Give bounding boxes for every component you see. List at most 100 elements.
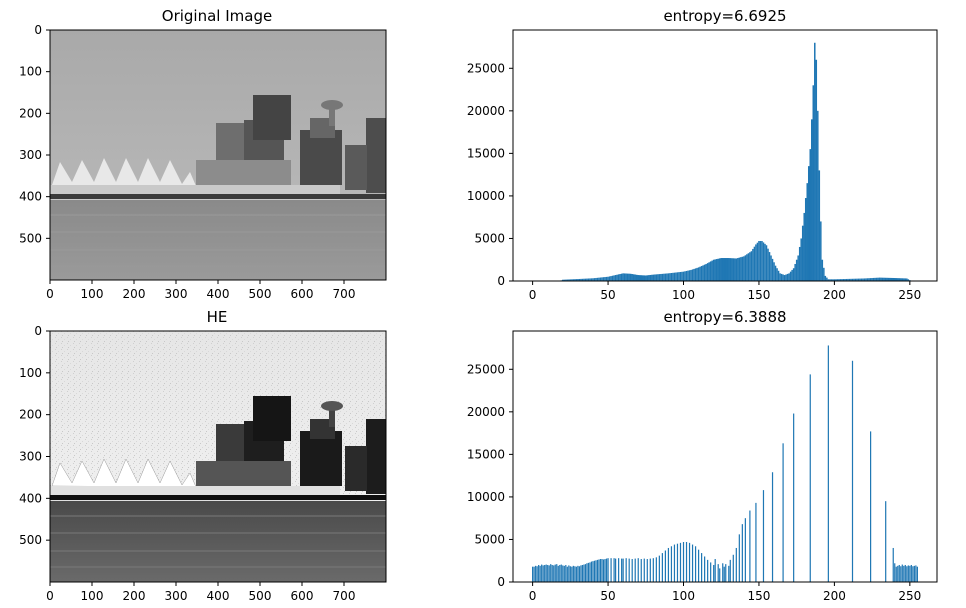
- x-tick-label: 150: [747, 288, 770, 302]
- histogram-bar: [885, 501, 887, 582]
- histogram-bar: [853, 278, 855, 281]
- histogram-bar: [595, 277, 597, 281]
- histogram-bar: [693, 268, 695, 281]
- histogram-bar: [679, 542, 682, 582]
- histogram-bar: [786, 273, 789, 281]
- histogram-bar: [705, 263, 707, 281]
- histogram-bar: [532, 566, 534, 582]
- histogram-bar: [735, 258, 738, 281]
- panel-he-image: HE 0 100 200 300 400 500 600 700 0 100 200: [19, 308, 387, 603]
- x-tick-label: 250: [898, 288, 921, 302]
- histogram-bar: [728, 565, 730, 582]
- histogram-bar: [725, 258, 727, 281]
- histogram-bar: [820, 221, 822, 281]
- histogram-bar: [643, 275, 646, 281]
- histogram-bar: [720, 258, 722, 281]
- histogram-bar: [872, 277, 875, 281]
- histogram-bar: [563, 279, 566, 281]
- histogram-bar: [667, 273, 670, 281]
- histogram-bar: [758, 241, 760, 281]
- histogram-bar: [835, 279, 837, 281]
- histogram-bar: [726, 258, 729, 281]
- histogram-bar: [783, 275, 786, 281]
- histogram-bar: [812, 85, 815, 281]
- histogram-bar: [704, 556, 706, 582]
- histogram-bar: [581, 564, 584, 582]
- histogram-bar: [809, 149, 812, 281]
- histogram-bar: [906, 278, 908, 281]
- histogram-bar: [782, 274, 784, 281]
- x-tick-label: 500: [249, 287, 272, 301]
- histogram-bar: [901, 564, 903, 582]
- histogram-bar: [673, 544, 676, 582]
- histogram-bar: [613, 558, 615, 582]
- histogram-bar: [722, 563, 724, 582]
- histogram-bar: [774, 265, 777, 281]
- histogram-bar: [584, 564, 587, 582]
- histogram-bar: [709, 261, 712, 281]
- y-tick-label: 0: [497, 274, 505, 288]
- histogram-bar: [587, 278, 590, 281]
- histogram-bar: [764, 243, 766, 281]
- histogram-bar: [688, 270, 691, 281]
- histogram-bar: [628, 558, 630, 582]
- y-tick-label: 5000: [474, 231, 505, 245]
- histogram-bar: [614, 275, 617, 281]
- histogram-bar: [637, 558, 639, 582]
- histogram-bar: [871, 278, 873, 281]
- histogram-bar: [568, 279, 570, 281]
- histogram-bar: [577, 565, 579, 582]
- histogram-bar: [536, 566, 538, 582]
- histogram-bar: [773, 262, 775, 281]
- histogram-bar: [666, 273, 668, 281]
- histogram-bar: [880, 277, 882, 281]
- skyline-photo: [50, 30, 386, 280]
- histogram-bar: [601, 277, 603, 281]
- histogram-bar: [765, 245, 768, 281]
- x-ticks: 0 50 100 150 200 250: [529, 582, 921, 603]
- histogram-bar: [847, 278, 849, 281]
- y-tick-label: 20000: [467, 405, 505, 419]
- x-tick-label: 200: [823, 589, 846, 603]
- x-tick-label: 300: [165, 589, 188, 603]
- y-tick-label: 5000: [474, 532, 505, 546]
- histogram-bar: [551, 564, 553, 582]
- histogram-bar: [877, 277, 879, 281]
- histogram-bar: [817, 110, 819, 281]
- histogram-bar: [598, 277, 600, 281]
- histogram-bar: [701, 553, 703, 582]
- histogram-bar: [679, 271, 682, 281]
- histogram-bar: [622, 558, 624, 582]
- histogram-bar: [886, 277, 888, 281]
- histogram-bar: [717, 564, 719, 582]
- histogram-bar: [580, 278, 582, 281]
- histogram-bar: [643, 558, 645, 582]
- histogram-bar: [734, 258, 736, 281]
- histogram-bar: [904, 278, 907, 281]
- histogram-bar: [565, 564, 567, 582]
- histogram-bar: [859, 278, 861, 281]
- histogram-bar: [682, 542, 685, 582]
- histogram-bar: [593, 560, 596, 582]
- histogram-bar: [535, 565, 537, 582]
- histogram-bar: [559, 564, 561, 582]
- histogram-bar: [660, 273, 662, 281]
- histogram-bar: [613, 275, 615, 281]
- histogram-bars: [560, 42, 913, 281]
- histogram-bar: [596, 559, 599, 582]
- histogram-bar: [856, 278, 858, 281]
- histogram-bar: [755, 502, 757, 582]
- histogram-bar: [913, 565, 915, 582]
- chart-title: entropy=6.6925: [663, 7, 786, 25]
- histogram-bar: [868, 278, 870, 281]
- histogram-bar: [562, 565, 564, 582]
- histogram-bar: [895, 278, 898, 281]
- histogram-bar: [740, 257, 742, 281]
- histogram-bar: [646, 275, 649, 281]
- histogram-bar: [728, 258, 730, 281]
- histogram-bar: [548, 565, 550, 582]
- histogram-bar: [580, 565, 582, 582]
- histogram-bar: [589, 562, 591, 582]
- x-tick-label: 100: [81, 287, 104, 301]
